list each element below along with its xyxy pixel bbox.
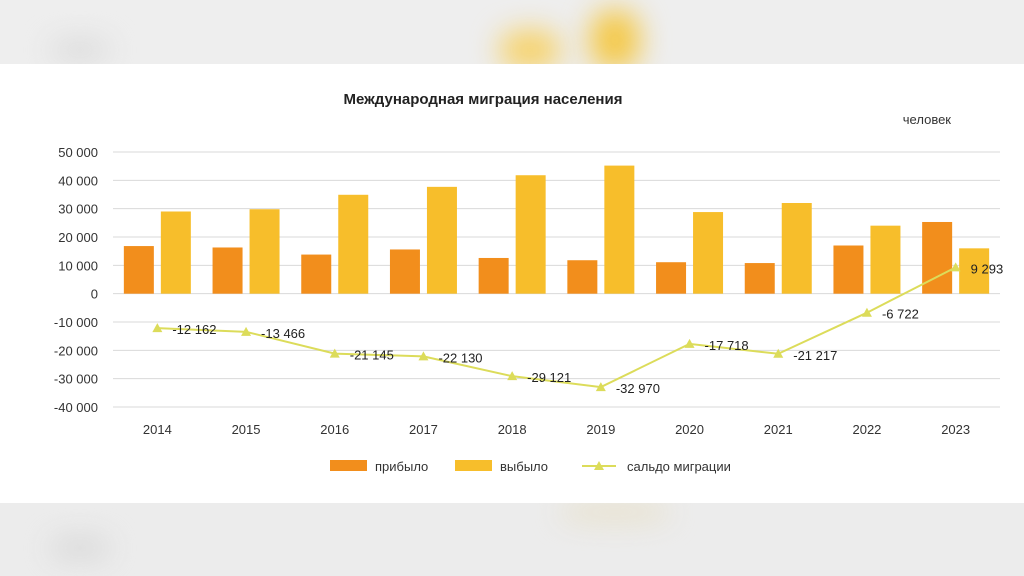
bar-departed bbox=[249, 209, 280, 294]
bar-departed bbox=[870, 225, 901, 294]
unit-label: человек bbox=[903, 112, 952, 127]
x-tick-label: 2022 bbox=[852, 422, 881, 437]
bar-departed bbox=[338, 194, 369, 294]
bar-departed bbox=[604, 165, 635, 294]
bar-arrived bbox=[656, 262, 687, 294]
bar-departed bbox=[781, 203, 812, 294]
balance-data-label: -32 970 bbox=[616, 381, 660, 396]
bar-arrived bbox=[478, 257, 509, 294]
y-tick-label: 40 000 bbox=[58, 173, 98, 188]
balance-data-label: 9 293 bbox=[971, 261, 1004, 276]
y-tick-label: 30 000 bbox=[58, 202, 98, 217]
bar-arrived bbox=[301, 254, 332, 294]
chart-svg: Международная миграция населения человек… bbox=[54, 91, 1003, 474]
y-tick-label: 50 000 bbox=[58, 145, 98, 160]
blurred-background-top bbox=[0, 0, 1024, 70]
bar-arrived bbox=[389, 249, 420, 294]
bar-arrived bbox=[567, 260, 598, 294]
balance-data-label: -6 722 bbox=[882, 307, 919, 322]
x-tick-label: 2016 bbox=[320, 422, 349, 437]
y-tick-label: 0 bbox=[91, 287, 98, 302]
balance-point bbox=[241, 326, 252, 336]
balance-line bbox=[157, 266, 957, 389]
balance-point bbox=[773, 348, 784, 358]
balance-data-label: -29 121 bbox=[527, 370, 571, 385]
x-tick-label: 2020 bbox=[675, 422, 704, 437]
bar-departed bbox=[959, 248, 990, 294]
y-tick-label: -40 000 bbox=[54, 400, 98, 415]
legend-label: прибыло bbox=[375, 459, 428, 474]
blurred-background-bottom bbox=[0, 503, 1024, 576]
chart-panel: Международная миграция населения человек… bbox=[0, 64, 1024, 503]
gridlines bbox=[113, 151, 1000, 408]
balance-point bbox=[152, 323, 163, 333]
x-tick-label: 2015 bbox=[232, 422, 261, 437]
balance-point bbox=[595, 382, 606, 392]
x-tick-label: 2017 bbox=[409, 422, 438, 437]
balance-data-label: -21 145 bbox=[350, 348, 394, 363]
balance-data-label: -17 718 bbox=[705, 338, 749, 353]
bars-group bbox=[123, 165, 990, 294]
y-tick-label: 10 000 bbox=[58, 258, 98, 273]
legend-label: сальдо миграции bbox=[627, 459, 731, 474]
x-tick-label: 2018 bbox=[498, 422, 527, 437]
balance-data-label: -13 466 bbox=[261, 326, 305, 341]
balance-point bbox=[507, 371, 518, 381]
bar-departed bbox=[515, 175, 546, 294]
balance-data-label: -21 217 bbox=[793, 348, 837, 363]
balance-point bbox=[418, 351, 429, 361]
x-tick-label: 2014 bbox=[143, 422, 172, 437]
legend-swatch bbox=[455, 460, 492, 471]
bar-arrived bbox=[123, 246, 154, 294]
legend-marker bbox=[594, 461, 604, 470]
bar-arrived bbox=[744, 263, 775, 294]
bar-arrived bbox=[833, 245, 864, 294]
y-tick-label: 20 000 bbox=[58, 230, 98, 245]
x-axis: 2014 2015 2016 2017 2018 2019 2020 2021 2022 2023 bbox=[143, 422, 970, 437]
legend: прибыло выбыло сальдо миграции bbox=[330, 459, 731, 474]
balance-data-label: -12 162 bbox=[172, 322, 216, 337]
balance-point bbox=[950, 262, 961, 272]
y-tick-label: -20 000 bbox=[54, 343, 98, 358]
chart-title: Международная миграция населения bbox=[344, 91, 623, 108]
balance-point bbox=[684, 338, 695, 348]
y-tick-label: -10 000 bbox=[54, 315, 98, 330]
x-tick-label: 2019 bbox=[586, 422, 615, 437]
balance-point bbox=[861, 307, 872, 317]
y-axis: 50 000 40 000 30 000 20 000 10 000 0 -10 000 -2… bbox=[54, 145, 98, 415]
balance-data-label: -22 130 bbox=[438, 350, 482, 365]
x-tick-label: 2023 bbox=[941, 422, 970, 437]
bar-departed bbox=[160, 211, 191, 294]
bar-departed bbox=[426, 186, 457, 294]
bar-departed bbox=[693, 212, 724, 294]
y-tick-label: -30 000 bbox=[54, 372, 98, 387]
legend-swatch bbox=[330, 460, 367, 471]
x-tick-label: 2021 bbox=[764, 422, 793, 437]
bar-arrived bbox=[212, 247, 243, 294]
balance-point bbox=[329, 348, 340, 358]
legend-label: выбыло bbox=[500, 459, 548, 474]
data-labels-group: -12 162 -13 466 -21 145 -22 130 -29 121 -32 9… bbox=[172, 261, 1003, 396]
balance-line-group bbox=[152, 262, 961, 392]
